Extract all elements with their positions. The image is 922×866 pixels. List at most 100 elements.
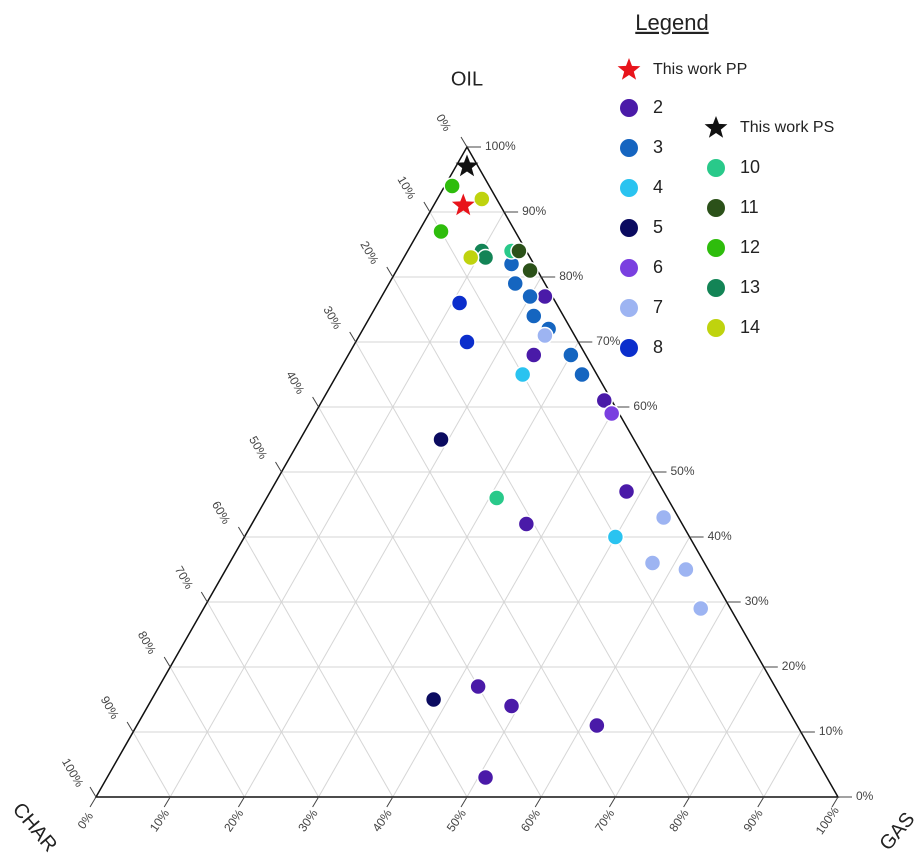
char-tick-label: 60% xyxy=(209,499,233,527)
grid-line xyxy=(466,471,653,798)
data-point xyxy=(424,690,443,709)
data-point xyxy=(451,193,475,216)
legend-label: 7 xyxy=(653,297,663,317)
data-point xyxy=(469,677,487,696)
gas-tick-label: 20% xyxy=(221,806,246,834)
grid-line xyxy=(318,341,579,798)
tick-mark xyxy=(89,796,97,808)
oil-tick-label: 50% xyxy=(671,464,695,478)
legend-label: 12 xyxy=(740,237,760,257)
tick-mark xyxy=(386,266,394,278)
legend-marker xyxy=(707,239,725,257)
data-point xyxy=(677,560,695,579)
legend-label: 10 xyxy=(740,157,760,177)
gas-tick-label: 30% xyxy=(295,806,320,834)
legend-marker xyxy=(620,299,638,317)
char-tick-label: 90% xyxy=(98,694,122,722)
data-point xyxy=(573,365,591,384)
legend-label: 3 xyxy=(653,137,663,157)
legend-label: This work PS xyxy=(740,119,834,136)
grid-line xyxy=(318,406,542,798)
data-point xyxy=(562,346,580,364)
gas-tick-label: 50% xyxy=(444,806,469,834)
gas-tick-label: 70% xyxy=(592,806,617,834)
data-point xyxy=(588,716,606,735)
tick-mark xyxy=(386,796,394,808)
tick-mark xyxy=(349,331,357,343)
char-tick-label: 10% xyxy=(395,174,419,202)
tick-mark xyxy=(126,721,134,733)
gas-tick-label: 100% xyxy=(813,804,842,837)
tick-mark xyxy=(163,796,171,808)
data-point xyxy=(643,554,662,572)
char-tick-label: 30% xyxy=(320,304,344,332)
data-point xyxy=(536,287,554,306)
data-point xyxy=(506,274,524,293)
legend-title: Legend xyxy=(635,10,708,35)
data-point xyxy=(476,248,495,267)
grid-line xyxy=(169,666,245,798)
tick-mark xyxy=(275,461,282,473)
tick-mark xyxy=(312,396,320,408)
grid-line xyxy=(206,601,320,798)
legend-marker xyxy=(707,319,725,337)
gas-tick-label: 10% xyxy=(147,806,172,834)
oil-tick-label: 20% xyxy=(782,659,806,673)
tick-mark xyxy=(423,201,431,213)
data-point xyxy=(461,248,480,267)
data-point xyxy=(513,365,532,384)
legend-marker xyxy=(620,259,638,277)
tick-mark xyxy=(608,796,616,808)
char-tick-label: 100% xyxy=(59,756,87,790)
tick-mark xyxy=(534,796,542,808)
legend-label: 6 xyxy=(653,257,663,277)
legend-marker xyxy=(620,179,638,197)
tick-mark xyxy=(312,796,320,808)
grid-line xyxy=(281,471,468,798)
gas-tick-label: 80% xyxy=(666,806,691,834)
grid-line xyxy=(429,211,765,798)
grid-line xyxy=(355,341,616,798)
data-point xyxy=(502,697,521,715)
char-axis-label: CHAR xyxy=(8,799,61,857)
data-point xyxy=(525,346,543,364)
data-point xyxy=(458,333,476,351)
char-tick-label: 0% xyxy=(433,112,454,134)
data-point xyxy=(432,222,450,241)
legend-marker xyxy=(620,99,638,117)
legend-marker xyxy=(704,116,728,138)
tick-mark xyxy=(831,796,839,808)
char-tick-label: 20% xyxy=(357,239,381,267)
legend-label: 14 xyxy=(740,317,760,337)
data-point xyxy=(450,294,469,312)
data-point xyxy=(517,515,536,533)
tick-mark xyxy=(200,591,208,603)
tick-mark xyxy=(237,796,245,808)
data-point xyxy=(455,154,479,177)
data-point xyxy=(654,508,673,527)
oil-tick-label: 30% xyxy=(745,594,769,608)
legend-marker xyxy=(620,339,638,357)
grid-line xyxy=(614,601,728,798)
oil-tick-label: 0% xyxy=(856,789,874,803)
oil-tick-label: 100% xyxy=(485,139,516,153)
legend-label: 11 xyxy=(740,197,759,217)
tick-mark xyxy=(757,796,765,808)
data-point xyxy=(432,430,450,449)
gas-tick-label: 60% xyxy=(518,806,543,834)
char-tick-label: 50% xyxy=(246,434,270,462)
grid-line xyxy=(169,211,505,798)
oil-tick-label: 70% xyxy=(596,334,620,348)
legend-label: 13 xyxy=(740,277,760,297)
data-point xyxy=(606,528,625,546)
oil-tick-label: 90% xyxy=(522,204,546,218)
data-point xyxy=(691,599,710,618)
grid-line xyxy=(763,731,802,798)
data-point xyxy=(521,261,539,280)
legend-label: This work PP xyxy=(653,61,747,78)
legend-label: 5 xyxy=(653,217,663,237)
legend-marker xyxy=(707,279,725,297)
legend-label: 8 xyxy=(653,337,663,357)
data-point xyxy=(521,287,539,306)
